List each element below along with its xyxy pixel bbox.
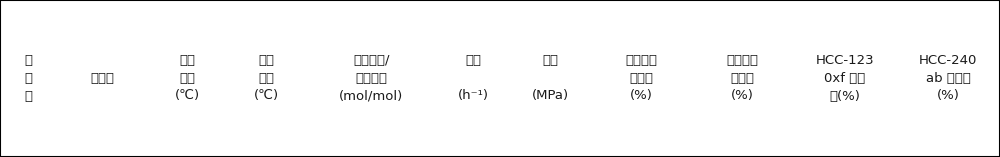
Text: 反应
温度
(℃): 反应 温度 (℃) <box>254 54 279 103</box>
Text: HCC-123
0xf 选择
性(%): HCC-123 0xf 选择 性(%) <box>815 54 874 103</box>
Text: 空速

(h⁻¹): 空速 (h⁻¹) <box>458 54 489 103</box>
Text: 压力

(MPa): 压力 (MPa) <box>532 54 569 103</box>
Text: 预热
温度
(℃): 预热 温度 (℃) <box>175 54 200 103</box>
Text: 实
施
例: 实 施 例 <box>25 54 33 103</box>
Text: 催化剂: 催化剂 <box>90 72 114 85</box>
Text: 一氯甲烷/
四氯乙烯
(mol/mol): 一氯甲烷/ 四氯乙烯 (mol/mol) <box>339 54 403 103</box>
Text: 一氯甲烷
转化率
(%): 一氯甲烷 转化率 (%) <box>625 54 657 103</box>
Text: 四氯乙烯
转化率
(%): 四氯乙烯 转化率 (%) <box>726 54 758 103</box>
Text: HCC-240
ab 选择性
(%): HCC-240 ab 选择性 (%) <box>919 54 977 103</box>
